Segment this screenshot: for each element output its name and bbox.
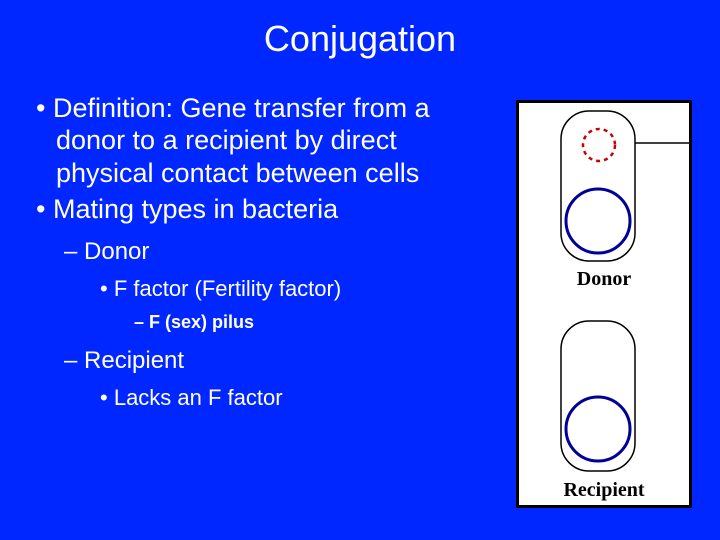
bullet-ffactor: F factor (Fertility factor) <box>30 275 500 304</box>
bullet-mating: Mating types in bacteria <box>30 193 500 225</box>
donor-label: Donor <box>519 268 689 291</box>
diagram-svg <box>519 103 695 511</box>
bullet-donor: Donor <box>30 236 500 267</box>
bullet-lacks: Lacks an F factor <box>30 384 500 413</box>
conjugation-diagram: Donor Recipient <box>516 100 692 508</box>
slide-title: Conjugation <box>0 0 720 60</box>
bullet-recipient: Recipient <box>30 345 500 376</box>
slide-content: Definition: Gene transfer from a donor t… <box>0 60 500 413</box>
bullet-pilus: F (sex) pilus <box>30 311 500 334</box>
recipient-label: Recipient <box>519 479 689 502</box>
donor-chromosome <box>566 189 630 253</box>
bullet-definition: Definition: Gene transfer from a donor t… <box>30 92 500 189</box>
donor-plasmid <box>583 129 615 161</box>
recipient-chromosome <box>566 397 630 461</box>
